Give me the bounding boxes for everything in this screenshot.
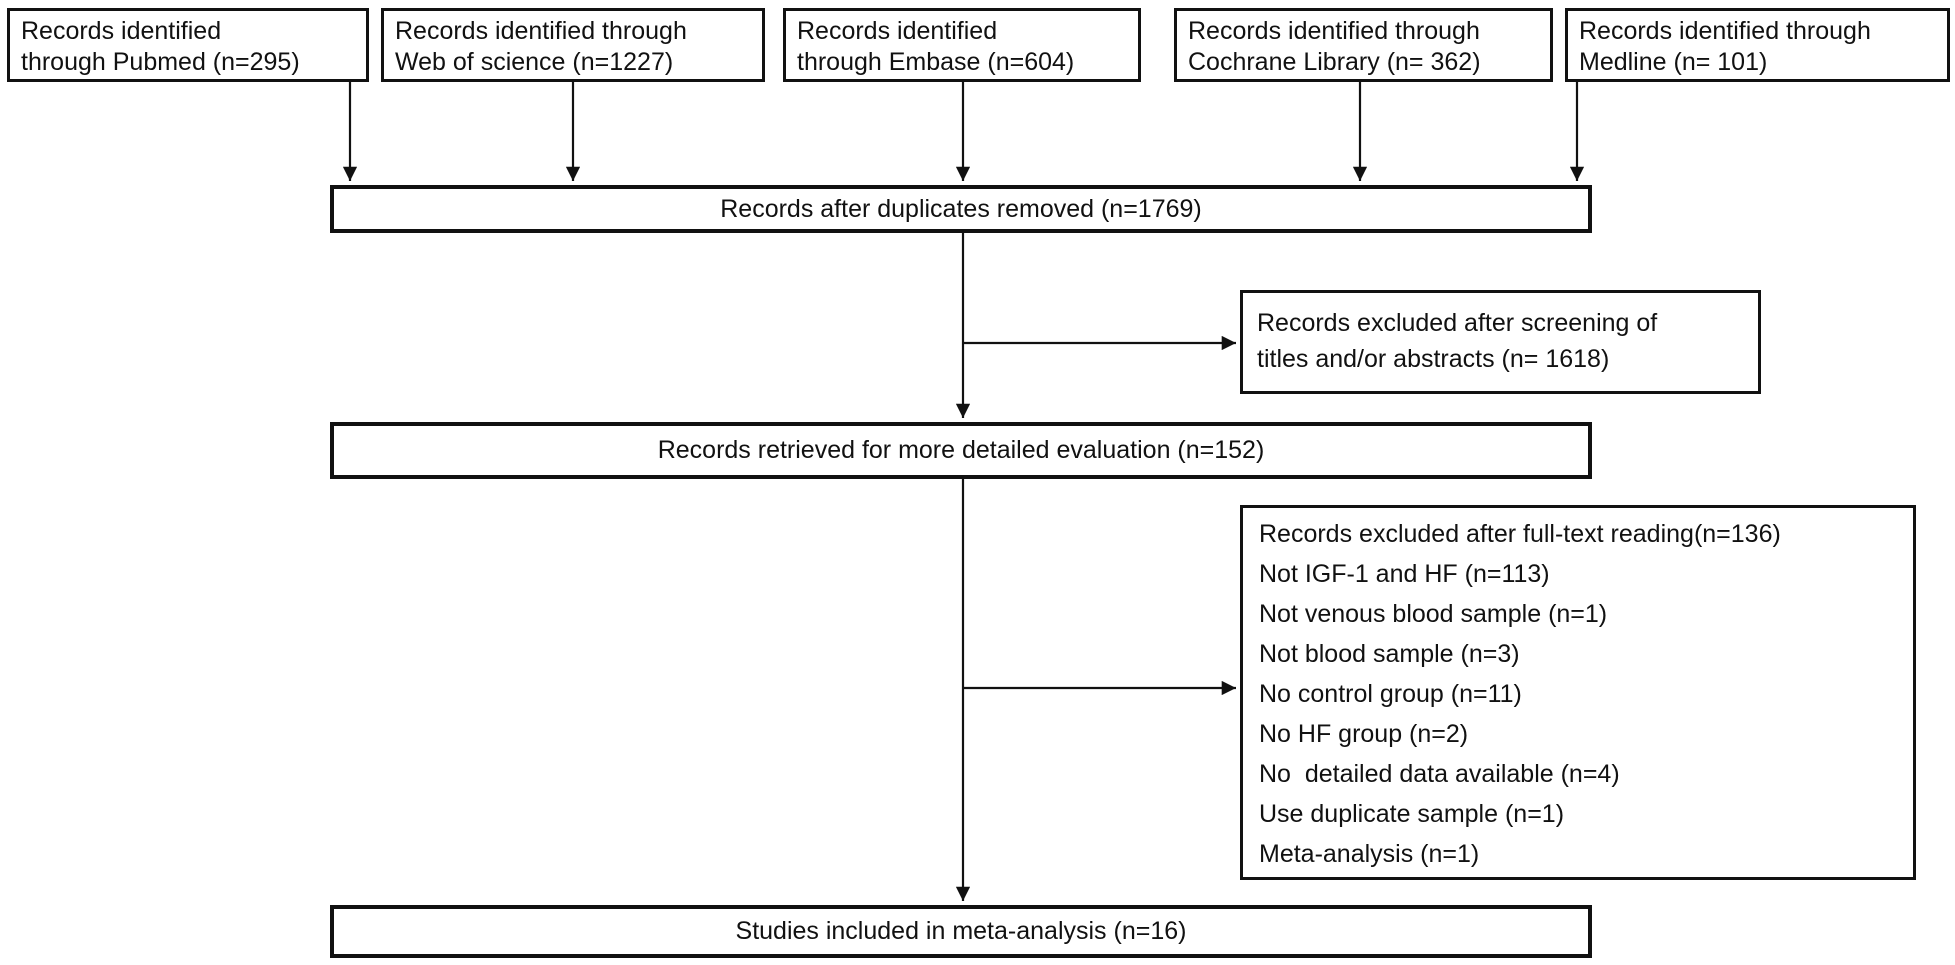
source-box-web-of-science: Records identified through Web of scienc… <box>381 8 765 82</box>
source-box-cochrane: Records identified through Cochrane Libr… <box>1174 8 1553 82</box>
fulltext-excluded-reason: Not venous blood sample (n=1) <box>1259 600 1608 628</box>
source-box-medline-line1: Records identified through <box>1579 17 1871 45</box>
source-box-medline: Records identified through Medline (n= 1… <box>1565 8 1950 82</box>
fulltext-excluded-reason: No control group (n=11) <box>1259 680 1522 708</box>
source-box-cochrane-line1: Records identified through <box>1188 17 1480 45</box>
fulltext-excluded-title: Records excluded after full-text reading… <box>1259 520 1781 548</box>
detailed-evaluation-box: Records retrieved for more detailed eval… <box>330 422 1592 479</box>
fulltext-excluded-reason: Use duplicate sample (n=1) <box>1259 800 1565 828</box>
screening-excluded-box: Records excluded after screening of titl… <box>1240 290 1761 394</box>
source-box-wos-line2: Web of science (n=1227) <box>395 48 674 76</box>
fulltext-excluded-box: Records excluded after full-text reading… <box>1240 505 1916 880</box>
source-box-pubmed: Records identified through Pubmed (n=295… <box>7 8 369 82</box>
detailed-evaluation-label: Records retrieved for more detailed eval… <box>657 436 1265 464</box>
fulltext-excluded-reason: No detailed data available (n=4) <box>1259 760 1620 788</box>
screening-excluded-line1: Records excluded after screening of <box>1257 309 1658 337</box>
fulltext-excluded-reason: No HF group (n=2) <box>1259 720 1469 748</box>
source-box-pubmed-line1: Records identified <box>21 17 222 45</box>
source-box-embase-line1: Records identified <box>797 17 998 45</box>
duplicates-removed-label: Records after duplicates removed (n=1769… <box>720 194 1202 223</box>
source-box-cochrane-line2: Cochrane Library (n= 362) <box>1188 48 1481 76</box>
duplicates-removed-box: Records after duplicates removed (n=1769… <box>330 185 1592 233</box>
fulltext-excluded-reason: Not blood sample (n=3) <box>1259 640 1520 668</box>
included-label: Studies included in meta-analysis (n=16) <box>735 917 1187 945</box>
included-box: Studies included in meta-analysis (n=16) <box>330 905 1592 958</box>
source-box-embase-line2: through Embase (n=604) <box>797 48 1075 76</box>
source-box-wos-line1: Records identified through <box>395 17 687 45</box>
source-box-medline-line2: Medline (n= 101) <box>1579 48 1768 76</box>
source-box-embase: Records identified through Embase (n=604… <box>783 8 1141 82</box>
fulltext-excluded-reason: Meta-analysis (n=1) <box>1259 840 1480 868</box>
fulltext-excluded-reason: Not IGF-1 and HF (n=113) <box>1259 560 1550 588</box>
screening-excluded-line2: titles and/or abstracts (n= 1618) <box>1257 345 1610 373</box>
source-box-pubmed-line2: through Pubmed (n=295) <box>21 48 300 76</box>
